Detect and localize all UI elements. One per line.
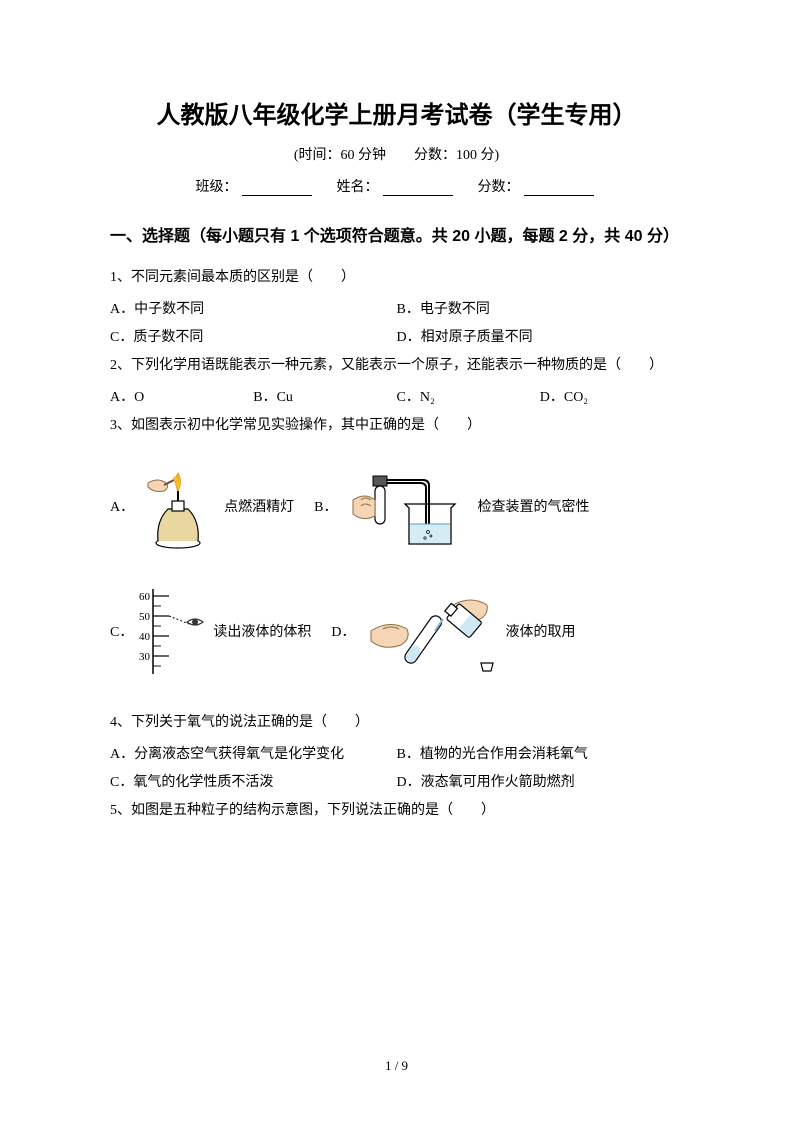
name-blank[interactable]	[383, 180, 453, 196]
cyl-40: 40	[139, 631, 151, 643]
q3-a-figure	[140, 461, 220, 551]
q3-d-label: D．	[331, 621, 355, 641]
q3-stem: 3、如图表示初中化学常见实验操作，其中正确的是（ ）	[110, 412, 683, 440]
q3-d-caption: 液体的取用	[505, 621, 575, 641]
q4-options-row2: C．氧气的化学性质不活泼 D．液态氧可用作火箭助燃剂	[110, 769, 683, 797]
q3-a-label: A．	[110, 496, 134, 516]
q4-opt-b: B．植物的光合作用会消耗氧气	[397, 741, 684, 769]
exam-title: 人教版八年级化学上册月考试卷（学生专用）	[110, 95, 683, 130]
q1-opt-a: A．中子数不同	[110, 296, 397, 324]
score-label: 分数：	[478, 180, 520, 195]
score-blank[interactable]	[524, 180, 594, 196]
q4-stem: 4、下列关于氧气的说法正确的是（ ）	[110, 709, 683, 737]
q4-opt-a: A．分离液态空气获得氧气是化学变化	[110, 741, 397, 769]
q2-options: A．O B．Cu C．N₂ D．CO₂	[110, 384, 683, 412]
q3-c-caption: 读出液体的体积	[213, 621, 311, 641]
q3-d-figure	[361, 581, 501, 681]
q2-stem: 2、下列化学用语既能表示一种元素，又能表示一个原子，还能表示一种物质的是（ ）	[110, 352, 683, 380]
q1-opt-c: C．质子数不同	[110, 324, 397, 352]
q5-stem: 5、如图是五种粒子的结构示意图，下列说法正确的是（ ）	[110, 797, 683, 825]
q4-opt-c: C．氧气的化学性质不活泼	[110, 769, 397, 797]
exam-subtitle: (时间：60 分钟 分数：100 分)	[110, 144, 683, 164]
name-label: 姓名：	[337, 180, 379, 195]
class-label: 班级：	[196, 180, 238, 195]
q2-opt-a: A．O	[110, 384, 253, 412]
q1-opt-b: B．电子数不同	[397, 296, 684, 324]
q2-opt-b: B．Cu	[253, 384, 396, 412]
student-info-line: 班级： 姓名： 分数：	[110, 176, 683, 196]
q2-opt-d: D．CO₂	[540, 384, 683, 412]
q3-c-figure: 60 50 40 30	[139, 584, 209, 679]
q3-fig-row-cd: C． 60 50 40 30 读出液体的体积 D．	[110, 581, 683, 681]
q3-b-caption: 检查装置的气密性	[477, 496, 589, 516]
page-number: 1 / 9	[0, 1058, 793, 1074]
cyl-60: 60	[139, 591, 151, 603]
q1-options-row2: C．质子数不同 D．相对原子质量不同	[110, 324, 683, 352]
q3-c-label: C．	[110, 621, 133, 641]
cyl-30: 30	[139, 651, 151, 663]
q1-options-row1: A．中子数不同 B．电子数不同	[110, 296, 683, 324]
q4-options-row1: A．分离液态空气获得氧气是化学变化 B．植物的光合作用会消耗氧气	[110, 741, 683, 769]
q3-a-caption: 点燃酒精灯	[224, 496, 294, 516]
q2-opt-c: C．N₂	[397, 384, 540, 412]
q4-opt-d: D．液态氧可用作火箭助燃剂	[397, 769, 684, 797]
q1-stem: 1、不同元素间最本质的区别是（ ）	[110, 264, 683, 292]
cyl-50: 50	[139, 611, 151, 623]
class-blank[interactable]	[242, 180, 312, 196]
q3-b-figure	[343, 458, 473, 553]
section-1-header: 一、选择题（每小题只有 1 个选项符合题意。共 20 小题，每题 2 分，共 4…	[110, 218, 683, 256]
q3-b-label: B．	[314, 496, 337, 516]
q3-fig-row-ab: A． 点燃酒精灯 B．	[110, 458, 683, 553]
q1-opt-d: D．相对原子质量不同	[397, 324, 684, 352]
